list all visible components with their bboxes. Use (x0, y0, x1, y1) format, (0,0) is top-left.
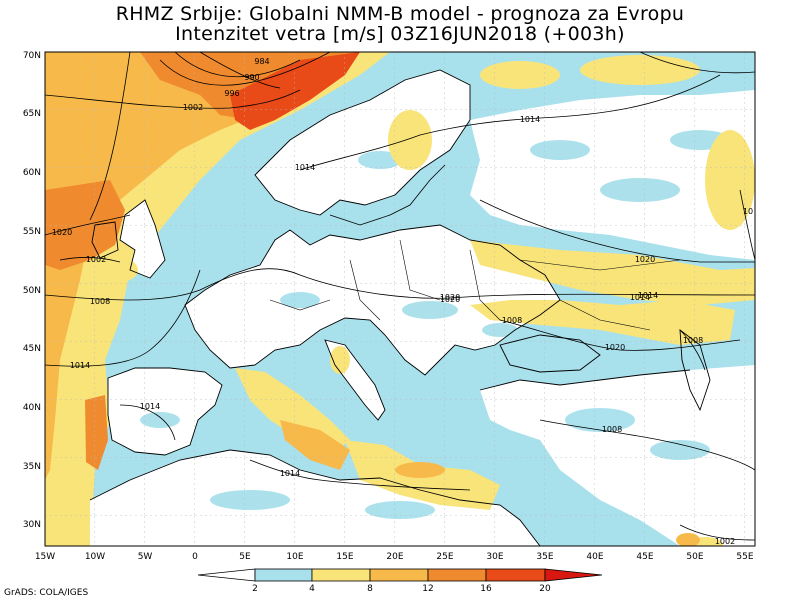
colorbar-tick-label: 8 (367, 584, 373, 594)
colorbar: 2 4 8 12 16 20 (197, 568, 603, 594)
isobar-label: 1020 (605, 343, 625, 352)
isobar-label: 1008 (502, 316, 522, 325)
isobar-label: 1020 (440, 293, 460, 302)
isobar-line (249, 459, 471, 491)
isobar-label: 1014 (140, 402, 160, 411)
lat-label: 65N (23, 109, 41, 119)
isobar-label: 1008 (602, 425, 622, 434)
isobar-label: 1002 (183, 103, 203, 112)
lon-label: 45E (636, 552, 653, 562)
coast-italy (324, 339, 386, 421)
lon-label: 50E (686, 552, 703, 562)
isobar-line (739, 189, 755, 261)
colorbar-segment (427, 568, 487, 582)
isobar-line (679, 524, 755, 541)
isobar-line (479, 199, 755, 263)
map-subtitle: Intenzitet vetra [m/s] 03Z16JUN2018 (+00… (175, 23, 625, 45)
coast-scandinavia (254, 69, 471, 216)
colorbar-tick-label: 16 (480, 584, 492, 594)
lon-label: 30E (486, 552, 503, 562)
lon-label: 40E (586, 552, 603, 562)
isobar-label: 1014 (520, 115, 540, 124)
isobar-label: 1014 (630, 293, 650, 302)
isobar-line (45, 269, 201, 367)
isobar-label: 1020 (52, 228, 72, 237)
lat-label: 35N (23, 462, 41, 472)
isobar-label: 996 (224, 89, 239, 98)
isobar-line (639, 52, 755, 74)
coast-north-africa (89, 449, 541, 546)
lat-label: 40N (23, 403, 41, 413)
lat-label: 50N (23, 286, 41, 296)
coast-baltic (329, 164, 446, 226)
isobar-label: 10 (743, 207, 753, 216)
isobar-label: 1014 (638, 291, 658, 300)
colorbar-tick-label: 2 (252, 584, 258, 594)
lat-label: 55N (23, 227, 41, 237)
coast-turkey (479, 369, 691, 391)
isobar-label: 1002 (715, 537, 735, 546)
colorbar-segment (311, 568, 371, 582)
isobar-label: 990 (244, 73, 259, 82)
border-lines (269, 239, 681, 331)
isobar-line (199, 52, 281, 89)
lat-label: 70N (23, 51, 41, 61)
lon-label: 35E (536, 552, 553, 562)
lon-label: 5E (239, 552, 251, 562)
map-title: RHMZ Srbije: Globalni NMM-B model - prog… (115, 3, 685, 25)
isobar-label: 1002 (86, 255, 106, 264)
colorbar-arrow-right (544, 568, 603, 582)
isobar-line (119, 404, 176, 441)
isobar-label: 1008 (90, 297, 110, 306)
colorbar-arrow-left (197, 568, 256, 582)
isobar-line (174, 52, 301, 78)
map-frame (44, 51, 756, 547)
lat-label: 30N (23, 520, 41, 530)
lon-label: 10W (85, 552, 105, 562)
colorbar-segment (254, 568, 313, 582)
isobar-line (45, 89, 301, 109)
isobar-label: 1014 (70, 361, 90, 370)
colorbar-segment (485, 568, 546, 582)
isobar-line (539, 419, 755, 471)
isobar-label: 1020 (635, 255, 655, 264)
colorbar-tick-label: 20 (539, 584, 551, 594)
lat-label: 45N (23, 344, 41, 354)
lat-label: 60N (23, 168, 41, 178)
coast-europe (184, 224, 561, 376)
colorbar-tick-label: 4 (309, 584, 315, 594)
coast-black-sea (499, 334, 601, 373)
lon-label: 20E (386, 552, 403, 562)
lon-label: 5W (138, 552, 153, 562)
isobar-line (89, 52, 131, 221)
isobar-line (45, 214, 131, 236)
isobar-line (679, 329, 706, 371)
isobar-line (159, 52, 331, 86)
coast-uk (119, 199, 166, 279)
lon-label: 15E (336, 552, 353, 562)
isobar-line (299, 74, 721, 171)
coast-iberia (107, 367, 223, 456)
coast-ireland (91, 221, 119, 259)
isobar-label: 984 (254, 57, 269, 66)
credit-text: GrADS: COLA/IGES (4, 588, 89, 598)
isobar-line (59, 256, 121, 263)
lon-label: 25E (436, 552, 453, 562)
isobar-label: 1014 (295, 163, 315, 172)
lon-label: 55E (736, 552, 753, 562)
isobar-line (499, 319, 741, 351)
isobar-line (45, 268, 755, 301)
colorbar-tick-label: 12 (422, 584, 433, 594)
isobar-label: 1014 (280, 469, 300, 478)
isobar-label: 1020 (440, 295, 460, 304)
lon-label: 15W (35, 552, 55, 562)
lon-label: 10E (286, 552, 303, 562)
colorbar-segment (369, 568, 429, 582)
isobar-label: 1008 (683, 336, 703, 345)
lon-label: 0 (192, 552, 198, 562)
